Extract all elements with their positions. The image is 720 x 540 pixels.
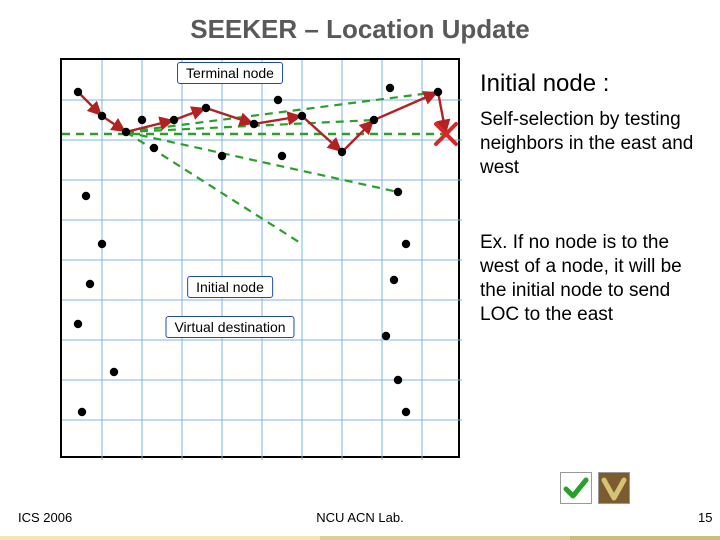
logo-icon [560, 472, 592, 504]
footer-conference: ICS 2006 [18, 510, 72, 525]
diagram-svg [62, 60, 462, 460]
paragraph-self-selection: Self-selection by testing neighbors in t… [480, 108, 710, 179]
bottom-accent-bar [0, 536, 720, 540]
accent-segment [320, 536, 570, 540]
slide-number: 15 [698, 510, 712, 525]
initial-node-heading: Initial node : [480, 70, 710, 98]
accent-segment [0, 536, 320, 540]
paragraph-example: Ex. If no node is to the west of a node,… [480, 231, 710, 326]
label-terminal-node: Terminal node [177, 62, 283, 84]
slide-title: SEEKER – Location Update [0, 14, 720, 45]
label-virtual-destination: Virtual destination [165, 316, 294, 338]
accent-segment [570, 536, 720, 540]
logo-group [560, 472, 630, 504]
right-text-column: Initial node : Self-selection by testing… [480, 70, 710, 326]
logo-icon [598, 472, 630, 504]
label-initial-node: Initial node [187, 276, 273, 298]
footer-lab: NCU ACN Lab. [270, 510, 450, 525]
diagram-area: Terminal node Initial node Virtual desti… [60, 58, 460, 458]
